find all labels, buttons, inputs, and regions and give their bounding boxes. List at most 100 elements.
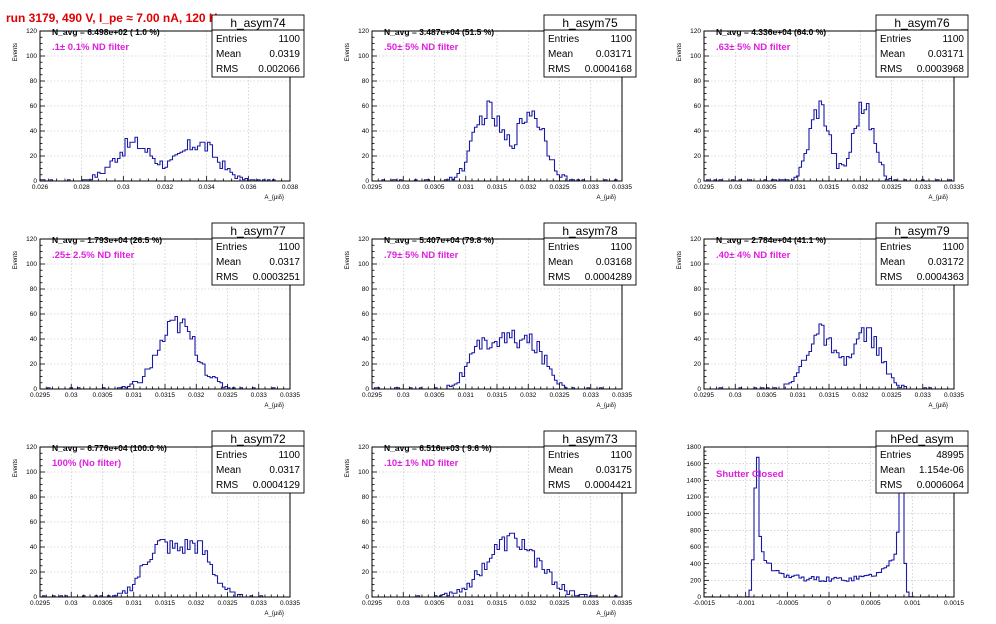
x-axis-label: A_{μιδ} (265, 403, 284, 409)
navg-annotation: N_avg = 1.793e+04 (26.5 %) (52, 235, 162, 245)
x-tick-label: 0.0305 (93, 600, 113, 607)
y-tick-label: 120 (358, 236, 369, 243)
y-tick-label: 120 (690, 236, 701, 243)
stats-box: h_asym76 Entries 1100 Mean 0.03171 RMS 0.00039… (875, 14, 969, 78)
stats-mean-label: Mean (216, 465, 241, 476)
stats-mean-value: 0.03175 (596, 465, 633, 476)
x-axis-label: A_{μιδ} (929, 195, 948, 201)
x-tick-label: 0.0295 (362, 600, 382, 607)
stats-mean-label: Mean (216, 49, 241, 60)
stats-box: h_asym73 Entries 1100 Mean 0.03175 RMS 0.00044… (543, 430, 637, 494)
stats-rms-value: 0.0004363 (917, 272, 965, 283)
stats-entries-value: 1100 (942, 242, 964, 253)
x-tick-label: 0.03 (729, 184, 742, 191)
stats-mean-label: Mean (548, 465, 573, 476)
filter-annotation: 100% (No filter) (52, 458, 121, 469)
filter-annotation: .50± 5% ND filter (384, 42, 459, 53)
x-tick-label: 0.031 (126, 600, 143, 607)
stats-rms-value: 0.0003251 (253, 272, 301, 283)
x-tick-label: 0.0295 (694, 392, 714, 399)
y-tick-label: 0 (697, 594, 701, 601)
x-tick-label: 0.03 (397, 184, 410, 191)
x-tick-label: 0 (827, 600, 831, 607)
y-tick-label: 100 (690, 261, 701, 268)
x-tick-label: 0.031 (126, 392, 143, 399)
navg-annotation: N_avg = 5.407e+04 (79.8 %) (384, 235, 494, 245)
y-tick-label: 40 (30, 128, 38, 135)
x-tick-label: -0.0015 (693, 600, 715, 607)
x-tick-label: 0.033 (583, 392, 600, 399)
stats-entries-label: Entries (880, 34, 911, 45)
x-axis-label: A_{μιδ} (597, 403, 616, 409)
stats-entries-label: Entries (548, 450, 579, 461)
y-axis-label: Events (677, 251, 683, 269)
y-tick-label: 20 (362, 153, 370, 160)
x-tick-label: 0.0325 (218, 600, 238, 607)
stats-rms-label: RMS (216, 272, 239, 283)
x-tick-label: 0.032 (520, 392, 537, 399)
stats-box-frame (211, 430, 305, 494)
x-tick-label: 0.028 (74, 184, 91, 191)
stats-box-frame (875, 14, 969, 78)
stats-rms-label: RMS (548, 64, 571, 75)
stats-box-frame (211, 14, 305, 78)
x-tick-label: 0.0305 (425, 600, 445, 607)
stats-box-frame (875, 222, 969, 286)
x-tick-label: 0.033 (251, 600, 268, 607)
y-tick-label: 40 (362, 336, 370, 343)
navg-annotation: N_avg = 3.487e+04 (51.5 %) (384, 27, 494, 37)
histogram-panel-h_asym77: 0.0295 0.03 0.0305 0.031 0.0315 0.032 0.0325 0.… (13, 222, 305, 409)
stats-title: h_asym79 (894, 224, 950, 238)
filter-annotation: .79± 5% ND filter (384, 250, 459, 261)
stats-entries-label: Entries (216, 34, 247, 45)
y-tick-label: 20 (30, 153, 38, 160)
x-tick-label: 0.0325 (550, 392, 570, 399)
x-tick-label: 0.032 (852, 184, 869, 191)
y-tick-label: 40 (30, 544, 38, 551)
x-tick-label: 0.0325 (550, 600, 570, 607)
filter-annotation: Shutter Closed (716, 469, 784, 480)
y-tick-label: 80 (694, 286, 702, 293)
stats-box-frame (875, 430, 969, 494)
x-tick-label: 0.031 (458, 600, 475, 607)
y-tick-label: 40 (694, 128, 702, 135)
stats-mean-value: 0.03172 (928, 257, 965, 268)
stats-mean-label: Mean (548, 257, 573, 268)
y-tick-label: 120 (690, 28, 701, 35)
histogram-panel-hPed_asym: -0.0015 -0.001 -0.0005 0 0.0005 0.001 0.0015 0 2… (687, 430, 969, 607)
stats-box-frame (543, 222, 637, 286)
y-axis-label: Events (13, 251, 19, 269)
y-tick-label: 1000 (687, 511, 702, 518)
stats-mean-label: Mean (216, 257, 241, 268)
stats-box-frame (543, 430, 637, 494)
stats-mean-value: 0.03168 (596, 257, 633, 268)
y-axis-label: Events (345, 43, 351, 61)
stats-rms-value: 0.0003968 (917, 64, 965, 75)
y-tick-label: 80 (694, 78, 702, 85)
y-tick-label: 400 (690, 561, 701, 568)
x-tick-label: 0.032 (852, 392, 869, 399)
x-tick-label: 0.0315 (819, 392, 839, 399)
stats-box: h_asym78 Entries 1100 Mean 0.03168 RMS 0.00042… (543, 222, 637, 286)
stats-box: h_asym79 Entries 1100 Mean 0.03172 RMS 0.00043… (875, 222, 969, 286)
x-tick-label: 0.033 (915, 392, 932, 399)
x-tick-label: 0.031 (458, 392, 475, 399)
stats-rms-label: RMS (548, 480, 571, 491)
stats-entries-value: 1100 (610, 450, 632, 461)
histogram-panel-h_asym75: 0.0295 0.03 0.0305 0.031 0.0315 0.032 0.0325 0.… (345, 14, 637, 201)
x-tick-label: 0.03 (65, 392, 78, 399)
stats-mean-label: Mean (880, 257, 905, 268)
stats-entries-value: 1100 (278, 450, 300, 461)
run-title: run 3179, 490 V, I_pe ≈ 7.00 nA, 120 Hz (6, 11, 224, 25)
y-tick-label: 60 (362, 311, 370, 318)
stats-box: h_asym77 Entries 1100 Mean 0.0317 RMS 0.000325… (211, 222, 305, 286)
y-tick-label: 80 (30, 78, 38, 85)
stats-entries-value: 1100 (610, 242, 632, 253)
x-tick-label: 0.0335 (612, 600, 632, 607)
y-tick-label: 20 (694, 361, 702, 368)
x-tick-label: 0.03 (117, 184, 130, 191)
stats-rms-label: RMS (880, 64, 903, 75)
stats-rms-value: 0.0004168 (585, 64, 633, 75)
y-tick-label: 1400 (687, 478, 702, 485)
